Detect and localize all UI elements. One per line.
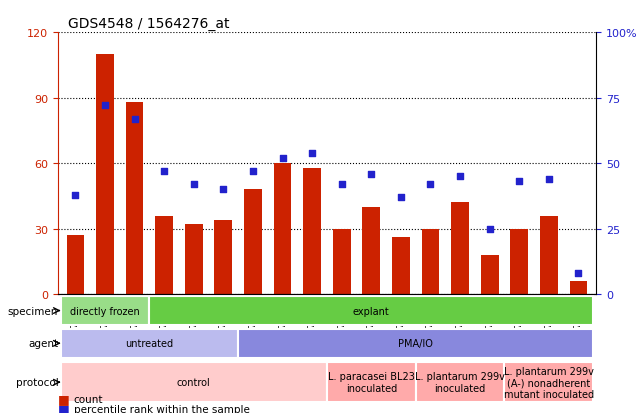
Text: ■: ■ — [58, 402, 69, 413]
Point — [544, 176, 554, 183]
Bar — [569, 281, 587, 294]
Point — [366, 171, 376, 178]
Point — [514, 179, 524, 185]
Point — [337, 181, 347, 188]
Bar — [333, 229, 351, 294]
Point — [573, 270, 583, 277]
Bar — [185, 225, 203, 294]
Text: agent: agent — [28, 339, 58, 349]
Bar — [362, 207, 380, 294]
Text: protocol: protocol — [15, 377, 58, 387]
Bar — [274, 164, 292, 294]
Point — [278, 155, 288, 162]
Text: directly frozen: directly frozen — [70, 306, 140, 316]
Bar — [155, 216, 173, 294]
Text: L. paracasei BL23
inoculated: L. paracasei BL23 inoculated — [328, 372, 415, 393]
Point — [188, 181, 199, 188]
Point — [307, 150, 317, 157]
Point — [248, 168, 258, 175]
Point — [455, 173, 465, 180]
Bar — [392, 238, 410, 294]
Bar — [67, 236, 85, 294]
Bar — [96, 55, 114, 294]
FancyBboxPatch shape — [238, 329, 593, 358]
FancyBboxPatch shape — [61, 296, 149, 325]
Point — [159, 168, 169, 175]
Point — [218, 187, 228, 193]
Text: L. plantarum 299v
inoculated: L. plantarum 299v inoculated — [415, 372, 505, 393]
Text: GDS4548 / 1564276_at: GDS4548 / 1564276_at — [69, 17, 230, 31]
Bar — [126, 103, 144, 294]
FancyBboxPatch shape — [61, 362, 327, 403]
Bar — [540, 216, 558, 294]
Bar — [303, 168, 321, 294]
Point — [71, 192, 81, 198]
FancyBboxPatch shape — [149, 296, 593, 325]
Point — [485, 226, 495, 233]
FancyBboxPatch shape — [61, 329, 238, 358]
Text: PMA/IO: PMA/IO — [398, 339, 433, 349]
Text: count: count — [74, 394, 103, 404]
Point — [100, 103, 110, 109]
Text: ■: ■ — [58, 392, 69, 405]
FancyBboxPatch shape — [327, 362, 415, 403]
FancyBboxPatch shape — [504, 362, 593, 403]
Bar — [510, 229, 528, 294]
Point — [129, 116, 140, 123]
Bar — [422, 229, 439, 294]
Point — [426, 181, 436, 188]
Text: L. plantarum 299v
(A-) nonadherent
mutant inoculated: L. plantarum 299v (A-) nonadherent mutan… — [504, 366, 594, 399]
Text: specimen: specimen — [8, 306, 58, 316]
Bar — [481, 255, 499, 294]
Text: untreated: untreated — [126, 339, 174, 349]
Bar — [451, 203, 469, 294]
Bar — [215, 221, 232, 294]
Bar — [244, 190, 262, 294]
FancyBboxPatch shape — [415, 362, 504, 403]
Point — [395, 195, 406, 201]
Text: percentile rank within the sample: percentile rank within the sample — [74, 404, 249, 413]
Text: explant: explant — [353, 306, 390, 316]
Text: control: control — [177, 377, 211, 387]
